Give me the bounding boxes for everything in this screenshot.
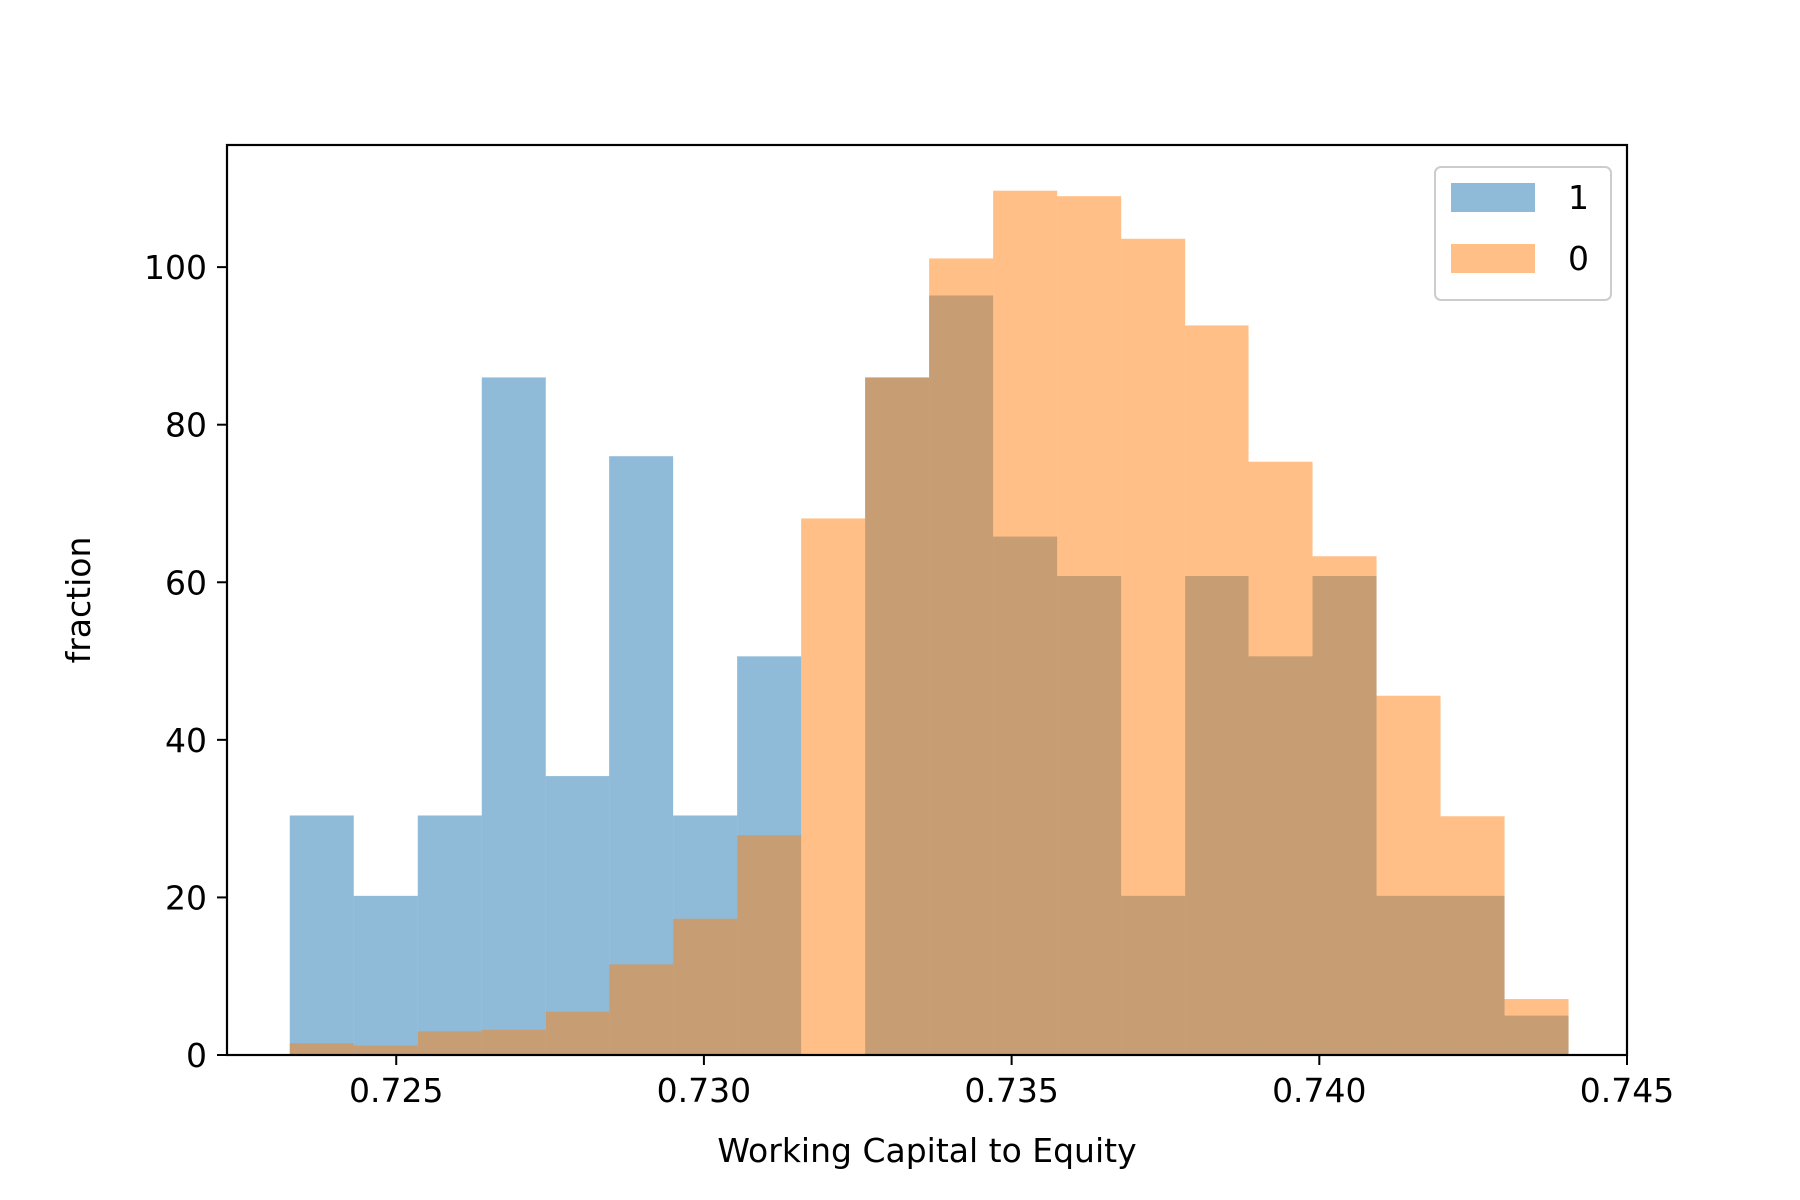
bar-series-0-bin-11 xyxy=(993,190,1058,1056)
bar-series-0-bin-1 xyxy=(353,1045,418,1055)
x-axis: 0.725 0.730 0.735 0.740 0.745 xyxy=(349,1055,1674,1110)
legend: 10 xyxy=(1434,166,1612,301)
y-tick-label: 60 xyxy=(165,563,207,602)
x-tick-label: 0.725 xyxy=(349,1071,443,1110)
x-tick-label: 0.730 xyxy=(657,1071,751,1110)
bar-series-0-bin-6 xyxy=(673,918,738,1055)
x-axis-label: Working Capital to Equity xyxy=(717,1131,1136,1170)
bar-series-0-bin-14 xyxy=(1185,325,1249,1055)
bar-series-0-bin-5 xyxy=(609,964,674,1055)
bar-series-0-bin-17 xyxy=(1376,695,1441,1055)
y-tick-label: 0 xyxy=(186,1036,207,1075)
y-tick-label: 40 xyxy=(165,721,207,760)
y-axis-label: fraction xyxy=(59,537,98,664)
bars-layer xyxy=(289,190,1569,1056)
plot-frame xyxy=(225,143,1629,1057)
legend-label-1: 1 xyxy=(1568,178,1589,217)
legend-swatch-1 xyxy=(1451,183,1535,212)
bar-series-0-bin-12 xyxy=(1057,196,1122,1055)
legend-swatch-0 xyxy=(1451,244,1535,273)
x-tick-label: 0.740 xyxy=(1272,1071,1366,1110)
bar-series-0-bin-8 xyxy=(801,518,866,1055)
bar-series-1-bin-1 xyxy=(353,895,418,1055)
bar-series-1-bin-5 xyxy=(609,456,674,1055)
bar-series-0-bin-10 xyxy=(929,258,994,1055)
bar-series-0-bin-3 xyxy=(481,1029,546,1055)
bar-series-0-bin-7 xyxy=(737,835,802,1055)
bar-series-1-bin-4 xyxy=(545,776,610,1055)
bar-series-1-bin-2 xyxy=(417,815,482,1055)
bar-series-0-bin-19 xyxy=(1504,999,1569,1055)
bar-series-0-bin-9 xyxy=(865,377,930,1055)
y-tick-label: 80 xyxy=(165,406,207,445)
bar-series-0-bin-0 xyxy=(289,1043,354,1055)
bar-series-0-bin-16 xyxy=(1312,556,1377,1055)
series-0-bars xyxy=(289,190,1569,1056)
bar-series-0-bin-4 xyxy=(545,1011,610,1055)
y-axis: 0 20 40 60 80 100 xyxy=(144,248,227,1075)
bar-series-0-bin-15 xyxy=(1248,461,1313,1055)
bar-series-0-bin-18 xyxy=(1440,816,1505,1055)
bar-series-1-bin-0 xyxy=(289,815,354,1055)
y-tick-label: 20 xyxy=(165,878,207,917)
bar-series-0-bin-2 xyxy=(417,1031,482,1055)
legend-label-0: 0 xyxy=(1568,239,1589,278)
bar-series-0-bin-13 xyxy=(1121,238,1186,1055)
bar-series-1-bin-3 xyxy=(481,377,546,1055)
y-tick-label: 100 xyxy=(144,248,207,287)
x-tick-label: 0.735 xyxy=(964,1071,1058,1110)
x-tick-label: 0.745 xyxy=(1580,1071,1674,1110)
